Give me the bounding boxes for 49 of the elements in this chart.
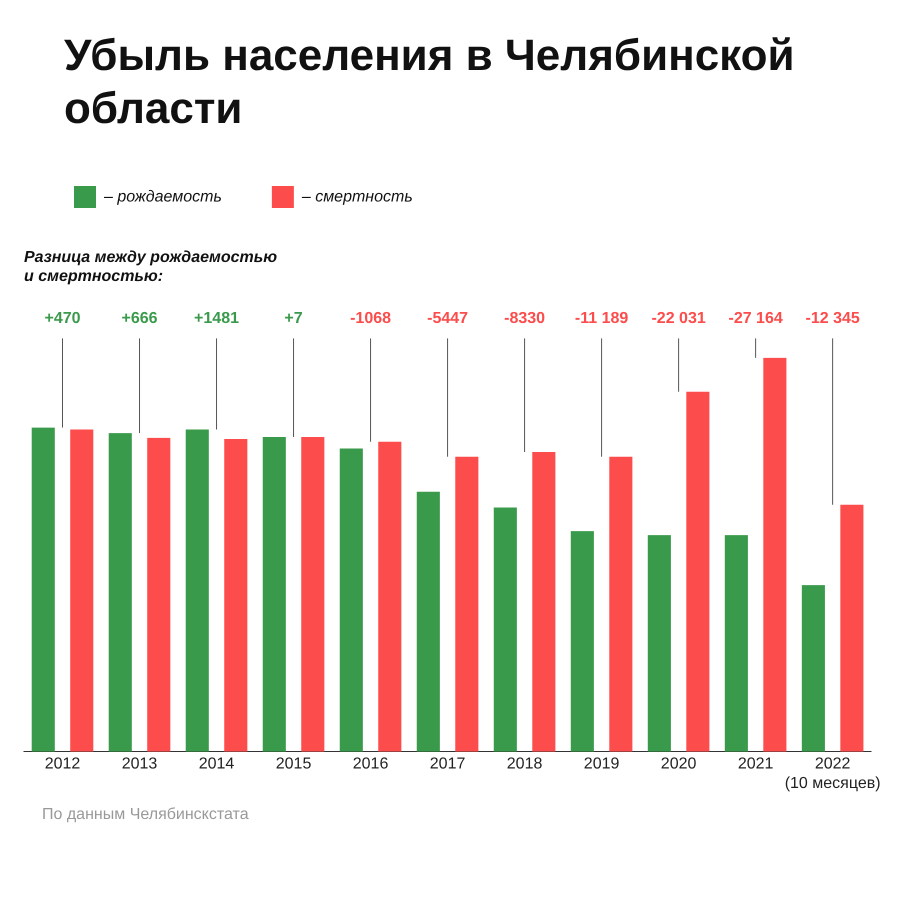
- bar: [147, 437, 170, 752]
- text: -27 164: [728, 309, 783, 326]
- x-tick-label: 2022 (10 месяцев): [784, 755, 881, 792]
- text: +666: [121, 309, 158, 326]
- legend-label: – смертность: [300, 188, 413, 206]
- bar: [802, 584, 825, 752]
- bar: [416, 491, 440, 752]
- bar: [763, 357, 786, 752]
- bar: [340, 448, 363, 752]
- bar: [32, 427, 55, 752]
- bar: [570, 530, 594, 752]
- x-tick-label: 2021: [738, 755, 774, 772]
- bar: [186, 429, 209, 752]
- legend-label: – рождаемость: [103, 188, 222, 206]
- x-tick-label: 2019: [584, 755, 620, 772]
- bar: [262, 436, 286, 752]
- bar: [378, 441, 402, 752]
- bar: [301, 436, 324, 752]
- x-tick-label: 2020: [660, 755, 696, 772]
- text: -1068: [350, 309, 392, 326]
- bar: [70, 429, 94, 752]
- x-tick-label: 2018: [506, 755, 542, 772]
- bar: [455, 456, 478, 752]
- x-tick-label: 2017: [430, 755, 466, 772]
- text: -8330: [504, 309, 546, 326]
- chart-subtitle: Разница между рождаемостью и смертностью:: [24, 248, 278, 285]
- text: -22 031: [651, 309, 706, 326]
- bar: [686, 391, 710, 752]
- text: +1481: [194, 309, 240, 326]
- x-tick-label: 2012: [44, 755, 80, 772]
- x-tick-label: 2015: [276, 755, 312, 772]
- text: +470: [44, 309, 81, 326]
- bar: [108, 432, 132, 752]
- text: +7: [284, 309, 303, 326]
- bar: [532, 452, 556, 752]
- x-tick-label: 2014: [198, 755, 234, 772]
- chart-title: Убыль населения в Челябинской области: [63, 30, 796, 135]
- bar: [224, 438, 248, 752]
- text: -12 345: [805, 309, 860, 326]
- bar: [609, 456, 632, 752]
- bar: [724, 534, 748, 752]
- bar: [840, 504, 864, 752]
- bar: [494, 507, 517, 752]
- bar: [648, 534, 671, 752]
- text: -11 189: [574, 309, 628, 326]
- x-tick-label: 2013: [122, 755, 158, 772]
- text: По данным Челябинскстата: [41, 804, 250, 824]
- text: -5447: [427, 309, 468, 326]
- x-tick-label: 2016: [352, 755, 388, 772]
